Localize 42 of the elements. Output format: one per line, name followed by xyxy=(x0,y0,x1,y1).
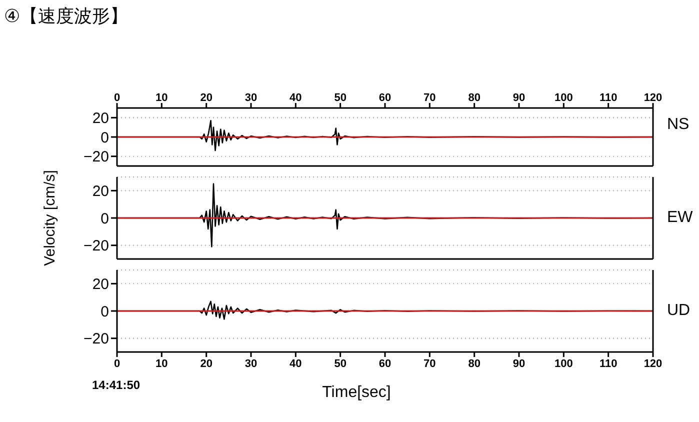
x-axis-title: Time[sec] xyxy=(322,384,391,402)
x-tick-label: 70 xyxy=(424,358,436,370)
x2-tick-label: 10 xyxy=(156,92,168,104)
y-tick-label: 20 xyxy=(92,276,109,293)
text: 14:41:50 xyxy=(92,378,140,392)
x-tick-label: 10 xyxy=(156,358,168,370)
series-label: NS xyxy=(667,115,690,135)
x-tick-label: 120 xyxy=(644,358,662,370)
x-tick-label: 90 xyxy=(512,358,526,370)
x-tick-label: 100 xyxy=(554,358,573,370)
x2-tick-label: 90 xyxy=(512,92,526,104)
y-tick-label: 0 xyxy=(100,210,109,228)
x-tick-label: 110 xyxy=(599,358,618,370)
x2-tick-label: 20 xyxy=(200,92,212,104)
series-label: EW xyxy=(667,208,693,228)
x-tick-label: 20 xyxy=(200,358,212,370)
x2-tick-label: 0 xyxy=(114,92,120,104)
x-tick-label: 0 xyxy=(114,358,120,370)
x-tick-label: 50 xyxy=(334,358,346,370)
x2-tick-label: 120 xyxy=(644,92,662,104)
y-tick-label: −20 xyxy=(84,148,109,166)
x-tick-label: 30 xyxy=(244,358,258,370)
x2-tick-label: 30 xyxy=(244,92,258,104)
x2-tick-label: 50 xyxy=(334,92,346,104)
x2-tick-label: 70 xyxy=(424,92,436,104)
x2-tick-label: 60 xyxy=(378,92,392,104)
y-tick-label: 0 xyxy=(100,303,109,320)
x-tick-label: 60 xyxy=(378,358,392,370)
x-tick-label: 40 xyxy=(290,358,302,370)
y-tick-label: 20 xyxy=(92,110,109,127)
x2-tick-label: 110 xyxy=(599,92,618,104)
y-axis-title: Velocity [cm/s] xyxy=(42,170,58,266)
chart-title: ④【速度波形】 xyxy=(4,5,128,28)
y-tick-label: 0 xyxy=(100,129,109,146)
y-tick-label: −20 xyxy=(84,238,109,255)
y-tick-label: 20 xyxy=(92,182,109,200)
x2-tick-label: 100 xyxy=(554,92,573,104)
x2-tick-label: 40 xyxy=(290,92,302,104)
series-label: UD xyxy=(667,301,690,321)
x2-tick-label: 80 xyxy=(468,92,480,104)
y-tick-label: −20 xyxy=(84,330,109,348)
x-tick-label: 80 xyxy=(468,358,480,370)
